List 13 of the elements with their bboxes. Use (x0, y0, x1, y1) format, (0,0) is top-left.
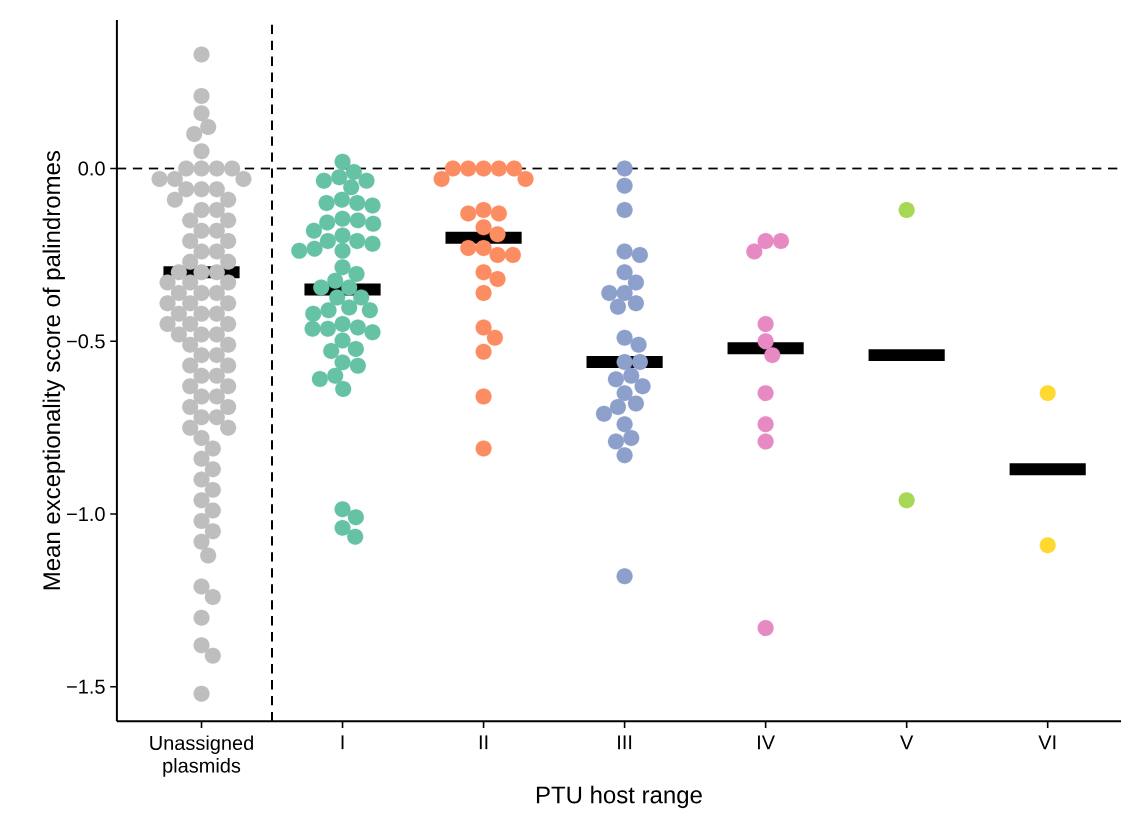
y-tick-label: −0.5 (67, 334, 105, 349)
y-axis-title: Mean exceptionality score of palindromes (42, 150, 65, 590)
x-tick-label: VI (1038, 735, 1056, 750)
x-tick-label: I (341, 735, 344, 750)
y-tick-label: −1.5 (67, 679, 105, 694)
x-tick-label: III (618, 735, 632, 750)
x-axis-title: PTU host range (536, 785, 702, 809)
y-tick-label: 0.0 (78, 161, 105, 176)
x-tick-label: V (900, 735, 914, 750)
x-tick-label: II (479, 735, 488, 750)
y-tick-label: −1.0 (67, 506, 105, 521)
x-tick-label: IV (758, 735, 775, 750)
x-tick-label: Unassigned plasmids (150, 735, 253, 777)
